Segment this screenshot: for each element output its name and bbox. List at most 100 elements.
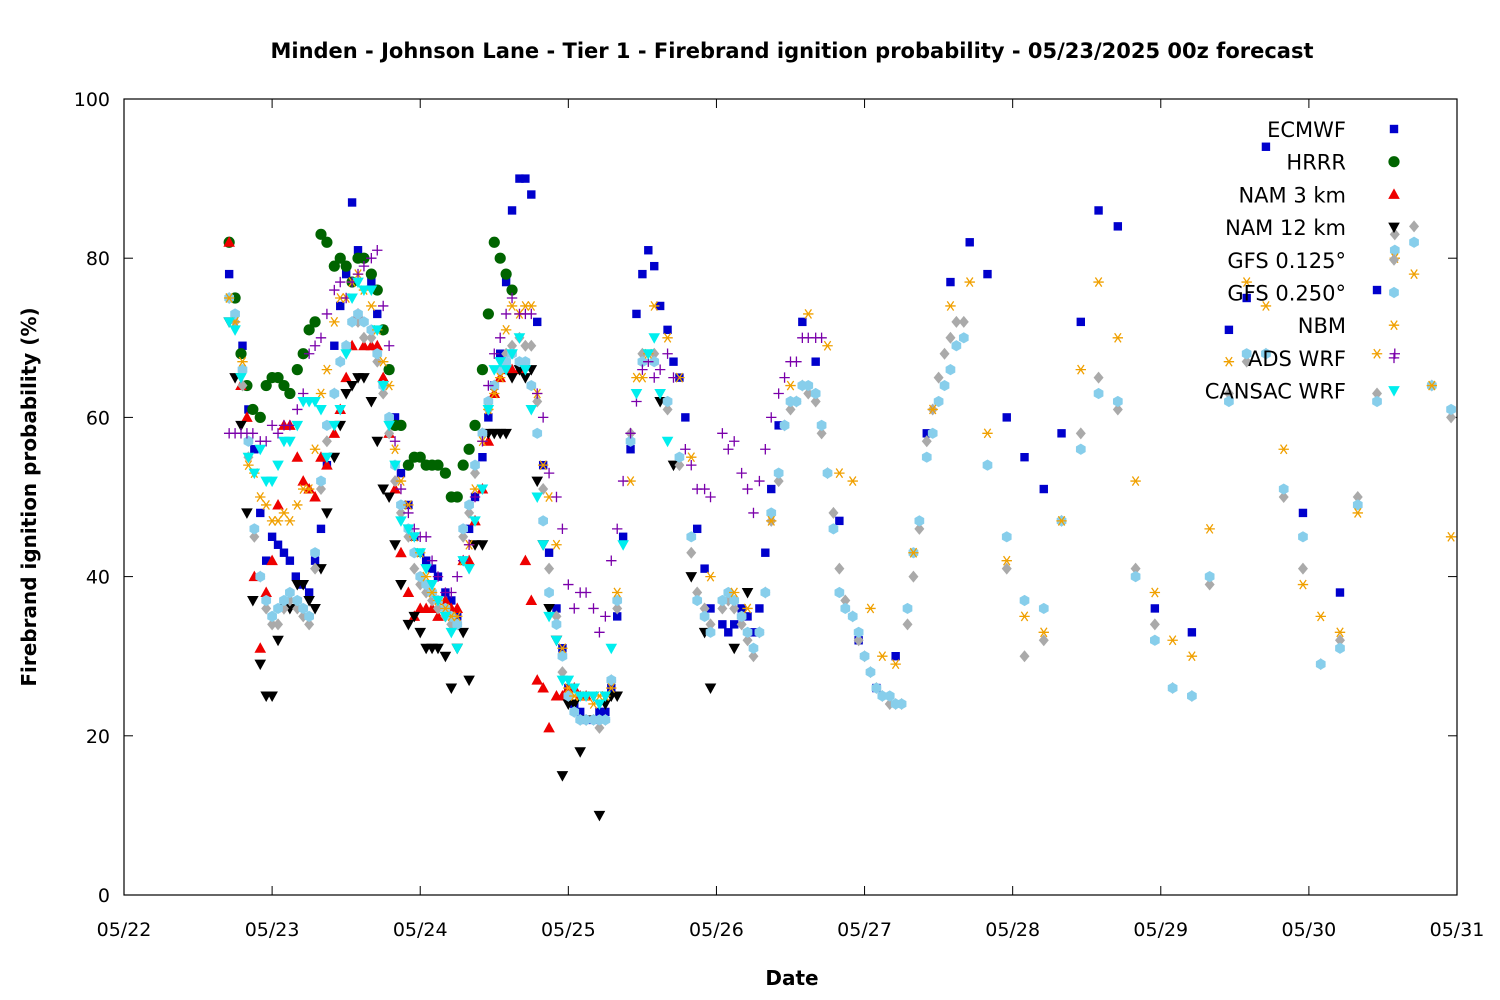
data-point	[538, 483, 549, 496]
x-axis: 05/22 05/23 05/24 05/25 05/26 05/27 05/28 05/29…	[97, 99, 1484, 941]
data-point	[593, 810, 606, 822]
data-point	[871, 682, 882, 694]
data-point	[1075, 364, 1086, 375]
data-point	[1352, 491, 1363, 503]
data-point	[506, 373, 518, 384]
data-point	[649, 372, 660, 383]
data-point	[247, 428, 259, 439]
data-point	[766, 412, 777, 423]
data-point	[785, 403, 796, 416]
data-point	[395, 419, 407, 431]
x-tick-label: 05/22	[97, 919, 152, 941]
data-point	[384, 411, 394, 423]
data-point	[329, 284, 340, 296]
data-point	[420, 531, 432, 542]
data-point	[272, 460, 284, 472]
data-point	[367, 277, 376, 287]
data-point	[884, 690, 895, 702]
data-point	[515, 174, 524, 183]
data-point	[705, 571, 716, 582]
data-point	[1149, 587, 1161, 598]
data-point	[389, 540, 401, 551]
data-point	[933, 395, 944, 408]
data-point	[347, 198, 357, 207]
data-point	[482, 404, 495, 416]
data-point	[595, 707, 604, 717]
data-point	[334, 252, 346, 264]
data-point	[452, 611, 463, 622]
series-ads-wrf	[223, 245, 1400, 638]
data-point	[426, 580, 438, 591]
data-point	[933, 371, 944, 384]
data-point	[247, 403, 259, 416]
data-point	[267, 532, 277, 541]
data-point	[680, 444, 691, 455]
data-point	[835, 516, 844, 526]
data-point	[478, 453, 487, 462]
data-point	[427, 564, 437, 573]
data-point	[632, 309, 641, 319]
legend-marker	[1388, 156, 1400, 168]
data-point	[273, 602, 283, 615]
data-point	[1186, 651, 1198, 662]
data-point	[488, 236, 500, 248]
data-point	[798, 317, 807, 327]
data-point	[446, 587, 457, 598]
data-point	[1130, 571, 1141, 583]
data-point	[272, 372, 284, 384]
data-point	[574, 747, 586, 758]
data-point	[1260, 300, 1272, 311]
data-point	[389, 444, 401, 455]
data-point	[395, 506, 406, 519]
data-point	[853, 634, 864, 647]
legend-label: NBM	[1298, 314, 1346, 338]
data-point	[1315, 611, 1326, 622]
data-point	[1038, 602, 1049, 615]
data-point	[272, 635, 284, 647]
series-gfs-0-250-	[224, 236, 1456, 726]
data-point	[383, 364, 395, 376]
data-point	[742, 634, 753, 647]
data-point	[945, 300, 956, 311]
data-point	[1261, 142, 1271, 151]
data-point	[840, 602, 851, 615]
data-point	[982, 459, 993, 471]
data-point	[1224, 395, 1234, 408]
data-point	[426, 587, 438, 598]
data-point	[389, 483, 401, 494]
data-point	[853, 626, 864, 638]
data-point	[358, 252, 370, 264]
data-point	[278, 379, 290, 392]
data-point	[729, 602, 740, 615]
data-point	[476, 364, 489, 376]
data-point	[692, 586, 703, 599]
data-point	[1223, 387, 1234, 400]
data-point	[526, 308, 537, 320]
data-point	[464, 524, 474, 534]
data-point	[1278, 444, 1289, 455]
data-point	[500, 308, 512, 320]
data-point	[439, 611, 452, 623]
data-point	[402, 586, 415, 598]
data-point	[1297, 562, 1308, 575]
data-point	[260, 436, 272, 447]
data-point	[506, 349, 518, 360]
data-point	[501, 277, 511, 287]
data-point	[328, 420, 341, 432]
data-point	[321, 459, 333, 470]
data-point	[1241, 355, 1252, 368]
data-point	[328, 260, 340, 272]
data-point	[816, 332, 827, 343]
data-point	[724, 628, 733, 637]
chart-title: Minden - Johnson Lane - Tier 1 - Firebra…	[270, 39, 1313, 63]
data-point	[544, 562, 555, 575]
data-point	[291, 451, 304, 462]
data-point	[267, 618, 278, 631]
data-point	[669, 357, 678, 366]
data-point	[241, 411, 253, 422]
data-point	[235, 348, 247, 360]
data-point	[816, 419, 827, 431]
data-point	[563, 579, 574, 590]
data-point	[292, 499, 303, 510]
data-point	[476, 540, 489, 551]
